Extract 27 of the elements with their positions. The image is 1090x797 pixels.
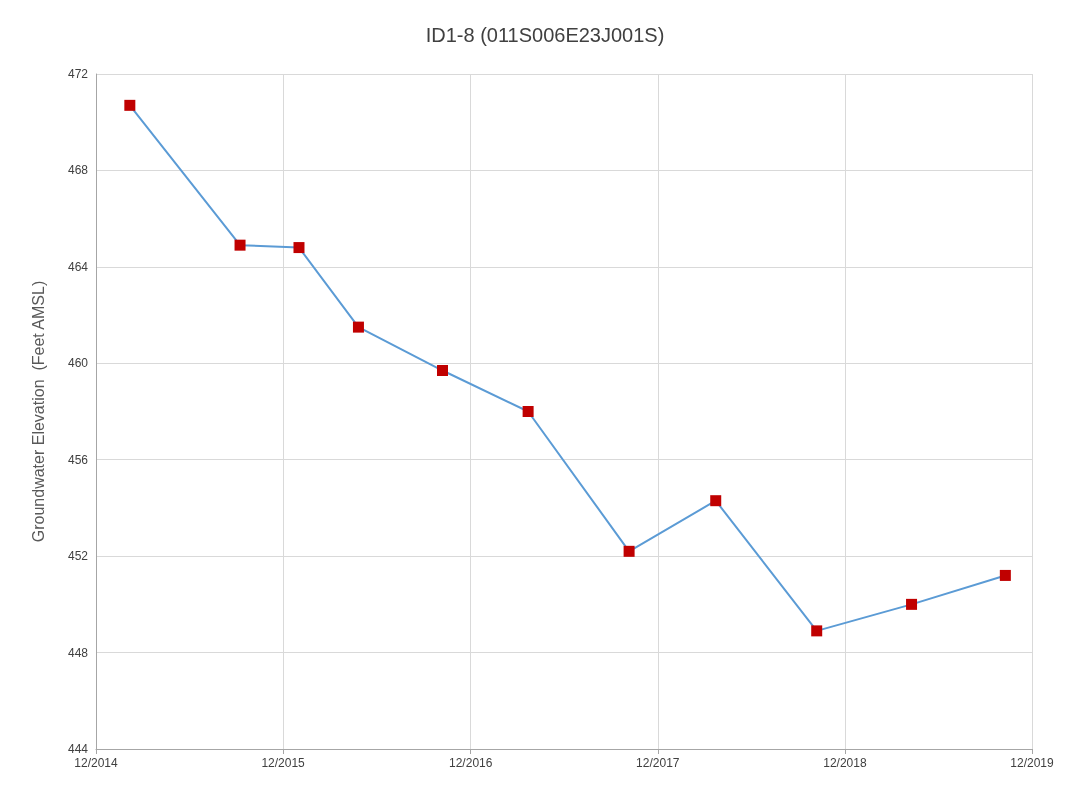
y-tick-label: 452 (67, 549, 89, 564)
x-tick-label: 12/2019 (1010, 756, 1055, 770)
y-axis-title: Groundwater Elevation (Feet AMSL) (29, 280, 47, 543)
point (124, 99, 136, 111)
chart-title: ID1-8 (011S006E23J001S) (425, 24, 665, 46)
y-tick-label: 444 (67, 742, 89, 756)
x-tick-label: 12/2017 (636, 756, 680, 770)
point (623, 545, 635, 557)
point (811, 625, 823, 637)
y-tick-label: 464 (67, 259, 89, 274)
point (999, 569, 1011, 581)
point (906, 598, 918, 610)
x-tick-label: 12/2015 (261, 756, 306, 770)
y-tick-label: 472 (67, 67, 89, 81)
y-tick-label: 456 (67, 452, 89, 467)
y-tick-label: 468 (67, 163, 89, 178)
x-tick-label: 12/2016 (449, 756, 493, 770)
x-tick-label: 12/2018 (823, 756, 867, 770)
point (522, 406, 534, 417)
point (234, 239, 246, 251)
point (352, 321, 364, 333)
point (437, 365, 449, 377)
y-tick-label: 460 (67, 356, 89, 371)
y-tick-label: 448 (67, 645, 89, 660)
x-tick-label: 12/2014 (74, 756, 119, 770)
point (710, 495, 722, 507)
point (293, 242, 305, 254)
